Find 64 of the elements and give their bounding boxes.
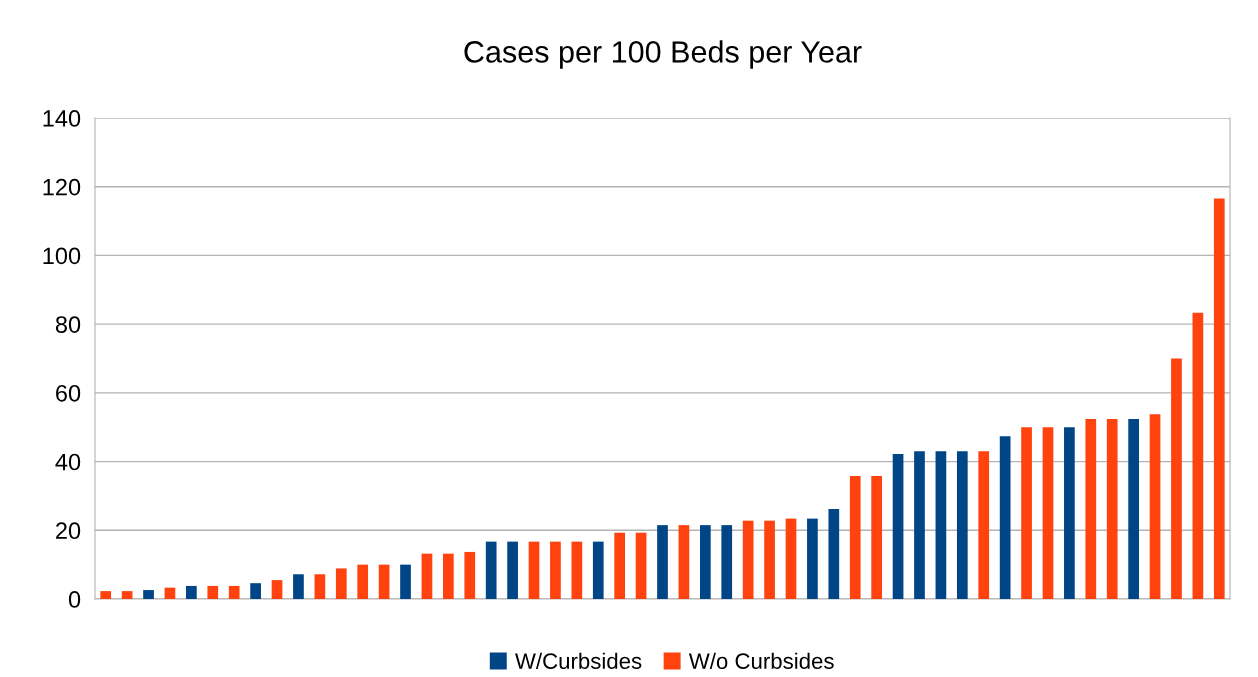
bar <box>999 436 1011 599</box>
bar <box>721 525 733 599</box>
bar <box>400 564 411 599</box>
bar <box>1171 358 1182 599</box>
bar <box>699 525 711 599</box>
bar <box>164 587 176 599</box>
bar <box>935 451 947 599</box>
y-tick-label: 60 <box>56 384 81 402</box>
bar <box>571 541 583 599</box>
bar <box>528 541 540 599</box>
bar <box>1021 427 1032 599</box>
bar <box>293 574 304 599</box>
bar <box>657 525 668 599</box>
bar <box>635 532 647 599</box>
bar <box>378 564 390 599</box>
bar <box>335 568 347 599</box>
bar <box>121 591 133 599</box>
bar <box>1128 418 1139 599</box>
bar <box>807 518 818 599</box>
bar <box>228 585 240 599</box>
bar <box>785 518 797 599</box>
bar <box>892 454 904 599</box>
bar <box>485 541 497 599</box>
bar <box>143 590 154 599</box>
bar <box>1149 414 1161 599</box>
y-tick-label: 0 <box>68 591 81 608</box>
y-tick-label: 100 <box>43 247 81 265</box>
bar <box>1192 312 1204 599</box>
bar <box>914 451 925 599</box>
bar <box>1064 427 1075 599</box>
legend-label: W/Curbsides <box>515 652 642 669</box>
bar <box>186 585 197 599</box>
bar <box>464 551 476 599</box>
bar <box>314 574 326 599</box>
bar <box>1085 418 1097 599</box>
bar <box>1042 427 1054 599</box>
bar <box>250 583 261 599</box>
bar <box>421 553 433 599</box>
bar <box>550 541 561 599</box>
bar <box>507 541 518 599</box>
bar <box>271 580 283 599</box>
bar <box>678 525 690 599</box>
y-tick-label: 120 <box>43 178 81 196</box>
bar <box>357 564 369 599</box>
bar <box>849 476 861 599</box>
y-tick-label: 40 <box>55 453 81 471</box>
bar <box>742 520 754 599</box>
bar <box>592 541 604 599</box>
bar <box>443 553 454 599</box>
bar <box>100 591 112 599</box>
y-tick-label: 20 <box>56 522 81 540</box>
chart-title: Cases per 100 Beds per Year <box>464 40 862 69</box>
bar <box>871 476 882 599</box>
bar <box>978 451 990 599</box>
bar <box>614 532 626 599</box>
bar <box>1213 198 1225 599</box>
bar <box>764 520 775 599</box>
bar <box>956 451 968 599</box>
bar <box>1106 418 1118 599</box>
legend-label: W/o Curbsides <box>688 652 834 669</box>
y-tick-label: 80 <box>55 316 81 333</box>
bar <box>828 508 840 599</box>
bar <box>207 585 219 599</box>
y-tick-label: 140 <box>43 110 81 127</box>
